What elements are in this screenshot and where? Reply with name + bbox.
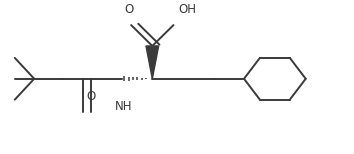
Text: O: O <box>86 90 95 103</box>
Text: OH: OH <box>178 3 196 16</box>
Polygon shape <box>146 46 159 79</box>
Text: NH: NH <box>115 100 133 113</box>
Text: O: O <box>125 3 134 16</box>
